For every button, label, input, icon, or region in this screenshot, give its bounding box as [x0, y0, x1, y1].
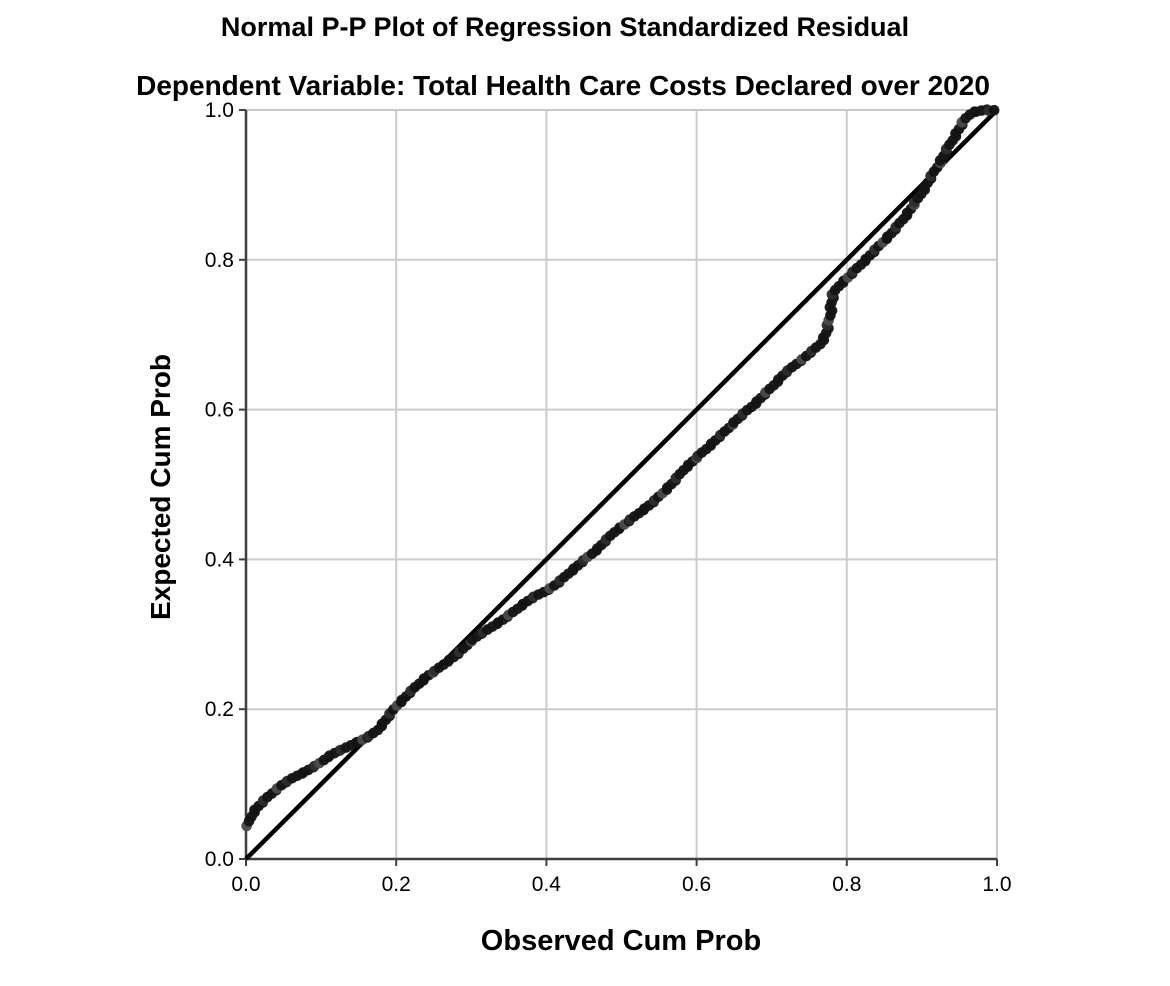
x-tick-label: 0.4 [532, 873, 562, 896]
x-axis-title: Observed Cum Prob [481, 925, 761, 957]
chart-title: Normal P-P Plot of Regression Standardiz… [221, 12, 909, 42]
y-tick-label: 0.4 [205, 548, 235, 571]
y-tick-label: 0.8 [205, 249, 234, 272]
x-tick-label: 1.0 [982, 873, 1011, 896]
y-tick-label: 0.6 [205, 399, 234, 422]
y-tick-label: 0.0 [205, 848, 234, 871]
x-tick-label: 0.6 [682, 873, 711, 896]
y-axis-title: Expected Cum Prob [145, 354, 176, 620]
x-tick-label: 0.2 [382, 873, 411, 896]
y-tick-label: 0.2 [205, 698, 234, 721]
x-tick-label: 0.0 [231, 873, 260, 896]
data-point [988, 104, 1000, 116]
x-tick-label: 0.8 [832, 873, 861, 896]
chart-subtitle: Dependent Variable: Total Health Care Co… [136, 70, 990, 101]
plot-area: 0.0 0.2 0.4 0.6 0.8 1.0 0.0 0.2 0.4 0.6 0.8 1.0 [205, 99, 1012, 896]
y-tick-label: 1.0 [205, 99, 234, 122]
